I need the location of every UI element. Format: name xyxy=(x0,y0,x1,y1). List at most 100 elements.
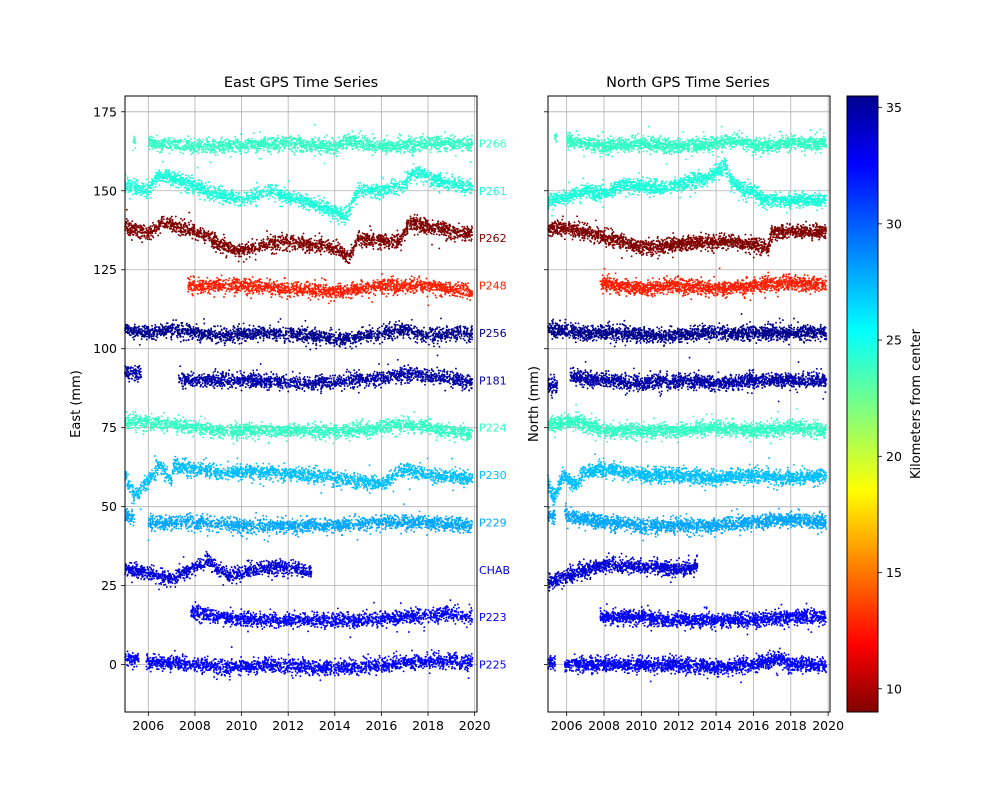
data-point xyxy=(182,152,184,154)
data-point xyxy=(281,205,283,207)
data-point xyxy=(274,141,276,143)
data-point xyxy=(362,142,364,144)
data-point xyxy=(322,143,324,145)
data-point xyxy=(399,180,401,182)
data-point xyxy=(459,144,461,146)
data-point xyxy=(224,193,226,195)
data-point xyxy=(395,180,397,182)
data-point xyxy=(284,143,286,145)
data-point xyxy=(184,187,186,189)
data-point xyxy=(470,138,472,140)
data-point xyxy=(445,172,447,174)
data-point xyxy=(217,154,219,156)
data-point xyxy=(332,148,334,150)
data-point xyxy=(206,151,208,153)
data-point xyxy=(183,140,185,142)
data-point xyxy=(440,145,442,147)
data-point xyxy=(167,137,169,139)
data-point xyxy=(338,141,340,143)
data-point xyxy=(228,202,230,204)
data-point xyxy=(153,141,155,143)
data-point xyxy=(345,148,347,150)
data-point xyxy=(453,185,455,187)
data-point xyxy=(363,148,365,150)
data-point xyxy=(330,211,332,213)
data-point xyxy=(173,138,175,140)
data-point xyxy=(363,141,365,143)
data-point xyxy=(358,143,360,145)
data-point xyxy=(256,206,258,208)
data-point xyxy=(175,141,177,143)
data-point xyxy=(331,137,333,139)
data-point xyxy=(153,181,155,183)
data-point xyxy=(282,135,284,137)
data-point xyxy=(186,140,188,142)
data-point xyxy=(416,173,418,175)
data-point xyxy=(134,147,136,149)
data-point xyxy=(419,137,421,139)
data-point xyxy=(385,150,387,152)
data-point xyxy=(326,152,328,154)
data-point xyxy=(403,190,405,192)
data-point xyxy=(358,149,360,151)
data-point xyxy=(346,217,348,219)
data-point xyxy=(399,143,401,145)
data-point xyxy=(311,149,313,151)
data-point xyxy=(313,141,315,143)
data-point xyxy=(321,141,323,143)
data-point xyxy=(171,149,173,151)
data-point xyxy=(435,147,437,149)
data-point xyxy=(239,150,241,152)
data-point xyxy=(386,148,388,150)
data-point xyxy=(179,147,181,149)
data-point xyxy=(461,142,463,144)
data-point xyxy=(165,141,167,143)
data-point xyxy=(456,142,458,144)
data-point xyxy=(397,188,399,190)
data-point xyxy=(290,196,292,198)
data-point xyxy=(410,140,412,142)
data-point xyxy=(373,183,375,185)
data-point xyxy=(312,145,314,147)
data-point xyxy=(386,135,388,137)
data-point xyxy=(414,151,416,153)
data-point xyxy=(439,150,441,152)
data-point xyxy=(201,151,203,153)
data-point xyxy=(267,186,269,188)
data-point xyxy=(409,138,411,140)
data-point xyxy=(160,180,162,182)
data-point xyxy=(410,177,412,179)
data-point xyxy=(275,146,277,148)
data-point xyxy=(274,197,276,199)
data-point xyxy=(454,143,456,145)
data-point xyxy=(190,144,192,146)
data-point xyxy=(177,140,179,142)
data-point xyxy=(453,137,455,139)
data-point xyxy=(466,146,468,148)
data-point xyxy=(395,144,397,146)
data-point xyxy=(275,186,277,188)
data-point xyxy=(415,137,417,139)
data-point xyxy=(407,146,409,148)
data-point xyxy=(420,146,422,148)
data-point xyxy=(266,191,268,193)
data-point xyxy=(305,144,307,146)
data-point xyxy=(187,140,189,142)
data-point xyxy=(370,148,372,150)
data-point xyxy=(222,200,224,202)
data-point xyxy=(450,138,452,140)
data-point xyxy=(349,142,351,144)
data-point xyxy=(328,141,330,143)
data-point xyxy=(444,131,446,133)
data-point xyxy=(218,202,220,204)
data-point xyxy=(440,185,442,187)
data-point xyxy=(182,177,184,179)
data-point xyxy=(422,136,424,138)
data-point xyxy=(172,185,174,187)
data-point xyxy=(295,202,297,204)
data-point xyxy=(179,174,181,176)
data-point xyxy=(399,139,401,141)
data-point xyxy=(386,144,388,146)
data-point xyxy=(272,142,274,144)
data-point xyxy=(293,198,295,200)
